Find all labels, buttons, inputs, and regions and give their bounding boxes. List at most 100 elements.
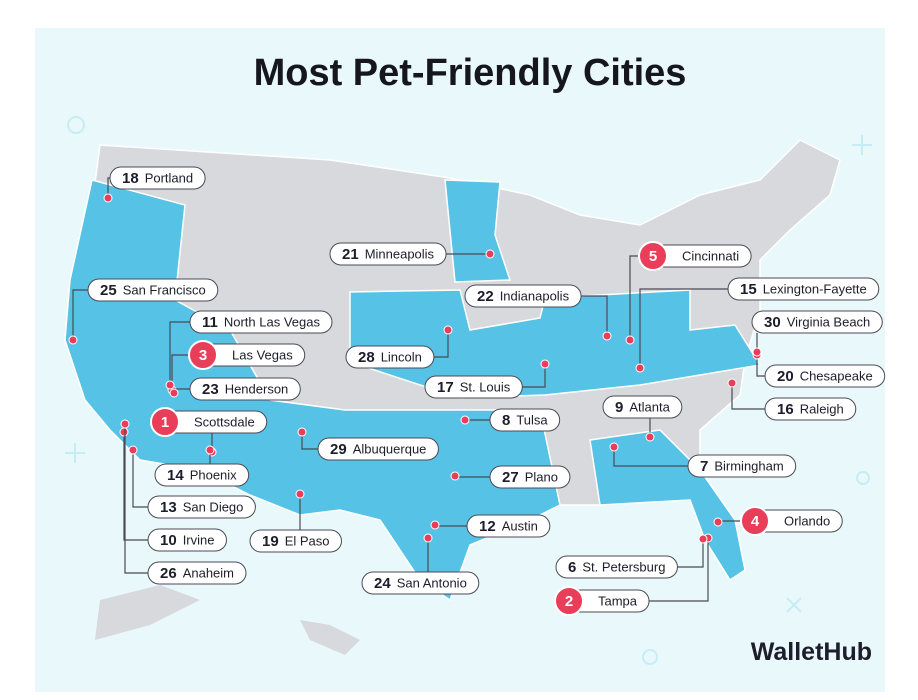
city-label: 1 Scottsdale bbox=[150, 407, 268, 437]
label-pill bbox=[109, 166, 206, 190]
leader-lines bbox=[68, 177, 765, 602]
city-label: 15 Lexington-Fayette bbox=[727, 277, 880, 301]
city-rank: 8 bbox=[502, 412, 510, 429]
city-dot bbox=[727, 378, 737, 388]
city-name: Cincinnati bbox=[682, 248, 739, 263]
city-name: Henderson bbox=[225, 381, 289, 396]
label-pill bbox=[189, 310, 333, 334]
city-label: 11 North Las Vegas bbox=[189, 310, 333, 334]
city-dot bbox=[68, 335, 78, 345]
city-dot bbox=[205, 445, 215, 455]
city-rank: 4 bbox=[751, 513, 760, 530]
city-rank: 11 bbox=[202, 314, 218, 331]
label-pill bbox=[249, 529, 342, 553]
city-name: Scottsdale bbox=[194, 414, 255, 429]
city-rank: 20 bbox=[777, 368, 794, 385]
city-label: 30 Virginia Beach bbox=[751, 310, 883, 334]
city-rank: 1 bbox=[161, 414, 169, 431]
city-name: Phoenix bbox=[190, 467, 237, 482]
city-label: 17 St. Louis bbox=[424, 375, 523, 399]
city-dot bbox=[443, 325, 453, 335]
city-rank: 18 bbox=[122, 170, 139, 187]
label-pill bbox=[317, 437, 439, 461]
leader-line bbox=[581, 295, 608, 336]
label-pill bbox=[424, 375, 523, 399]
city-name: Austin bbox=[502, 518, 538, 533]
city-rank: 14 bbox=[167, 467, 184, 484]
city-label: 3 Las Vegas bbox=[188, 340, 306, 370]
label-pill bbox=[329, 242, 447, 266]
label-pill bbox=[345, 345, 435, 369]
label-pill bbox=[147, 561, 247, 585]
label-pill bbox=[147, 528, 227, 552]
city-label: 9 Atlanta bbox=[602, 395, 683, 419]
city-name: San Antonio bbox=[397, 575, 467, 590]
label-pill bbox=[764, 397, 857, 421]
city-name: Chesapeake bbox=[800, 368, 873, 383]
city-label: 27 Plano bbox=[489, 465, 571, 489]
city-label: 21 Minneapolis bbox=[329, 242, 447, 266]
city-rank: 25 bbox=[100, 282, 117, 299]
label-pill bbox=[147, 495, 256, 519]
title: Most Pet-Friendly Cities bbox=[254, 52, 687, 94]
city-rank: 13 bbox=[160, 499, 177, 516]
city-name: Minneapolis bbox=[365, 246, 435, 261]
city-dot bbox=[713, 517, 723, 527]
city-name: Irvine bbox=[183, 532, 215, 547]
city-name: Raleigh bbox=[800, 401, 844, 416]
label-pill bbox=[361, 571, 480, 595]
city-rank: 29 bbox=[330, 441, 347, 458]
city-dot bbox=[423, 533, 433, 543]
city-dot bbox=[485, 249, 495, 259]
leader-line bbox=[756, 355, 765, 377]
city-label: 16 Raleigh bbox=[764, 397, 857, 421]
leader-line bbox=[107, 177, 110, 198]
city-rank: 17 bbox=[437, 379, 454, 396]
leader-line bbox=[613, 447, 688, 467]
decorations bbox=[65, 116, 872, 665]
city-dot bbox=[460, 415, 470, 425]
rank-badge bbox=[638, 241, 668, 271]
city-labels: 1 Scottsdale 2 Tampa 3 Las Vegas 4 Orlando 5 Cinc… bbox=[87, 166, 886, 616]
city-label: 20 Chesapeake bbox=[764, 364, 886, 388]
city-dot bbox=[169, 388, 179, 398]
leader-line bbox=[171, 354, 190, 390]
city-name: North Las Vegas bbox=[224, 314, 321, 329]
city-rank: 15 bbox=[740, 281, 757, 298]
city-rank: 16 bbox=[777, 401, 794, 418]
city-rank: 12 bbox=[479, 518, 496, 535]
rank-badge bbox=[740, 506, 770, 536]
city-label: 24 San Antonio bbox=[361, 571, 480, 595]
city-rank: 21 bbox=[342, 246, 359, 263]
label-pill bbox=[464, 284, 582, 308]
city-name: Tulsa bbox=[516, 412, 548, 427]
label-pill bbox=[602, 395, 683, 419]
city-label: 8 Tulsa bbox=[489, 408, 561, 432]
city-dot bbox=[119, 427, 129, 437]
city-dot bbox=[602, 331, 612, 341]
city-name: St. Petersburg bbox=[582, 559, 665, 574]
city-dot bbox=[635, 363, 645, 373]
city-name: Las Vegas bbox=[232, 347, 293, 362]
city-name: Orlando bbox=[784, 513, 830, 528]
city-dot bbox=[752, 347, 762, 357]
leader-line bbox=[72, 289, 88, 340]
city-name: San Francisco bbox=[123, 282, 206, 297]
leader-line bbox=[169, 321, 190, 385]
rank-badge bbox=[554, 586, 584, 616]
city-rank: 22 bbox=[477, 288, 494, 305]
brand-logo: WalletHub bbox=[751, 638, 872, 666]
label-pill bbox=[764, 364, 886, 388]
label-pill bbox=[189, 377, 301, 401]
city-dot bbox=[120, 419, 130, 429]
city-dot bbox=[165, 380, 175, 390]
city-label: 18 Portland bbox=[109, 166, 206, 190]
city-label: 28 Lincoln bbox=[345, 345, 435, 369]
city-dot bbox=[450, 471, 460, 481]
city-name: Tampa bbox=[598, 593, 638, 608]
city-label: 14 Phoenix bbox=[154, 463, 250, 487]
leader-line bbox=[301, 432, 318, 450]
city-rank: 9 bbox=[615, 399, 623, 416]
city-dot bbox=[645, 432, 655, 442]
